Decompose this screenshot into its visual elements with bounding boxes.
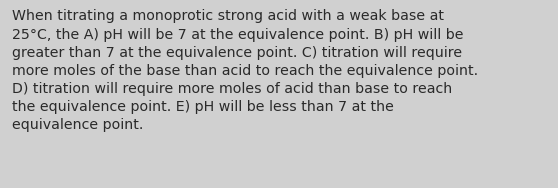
Text: When titrating a monoprotic strong acid with a weak base at
25°C, the A) pH will: When titrating a monoprotic strong acid …	[12, 9, 478, 133]
